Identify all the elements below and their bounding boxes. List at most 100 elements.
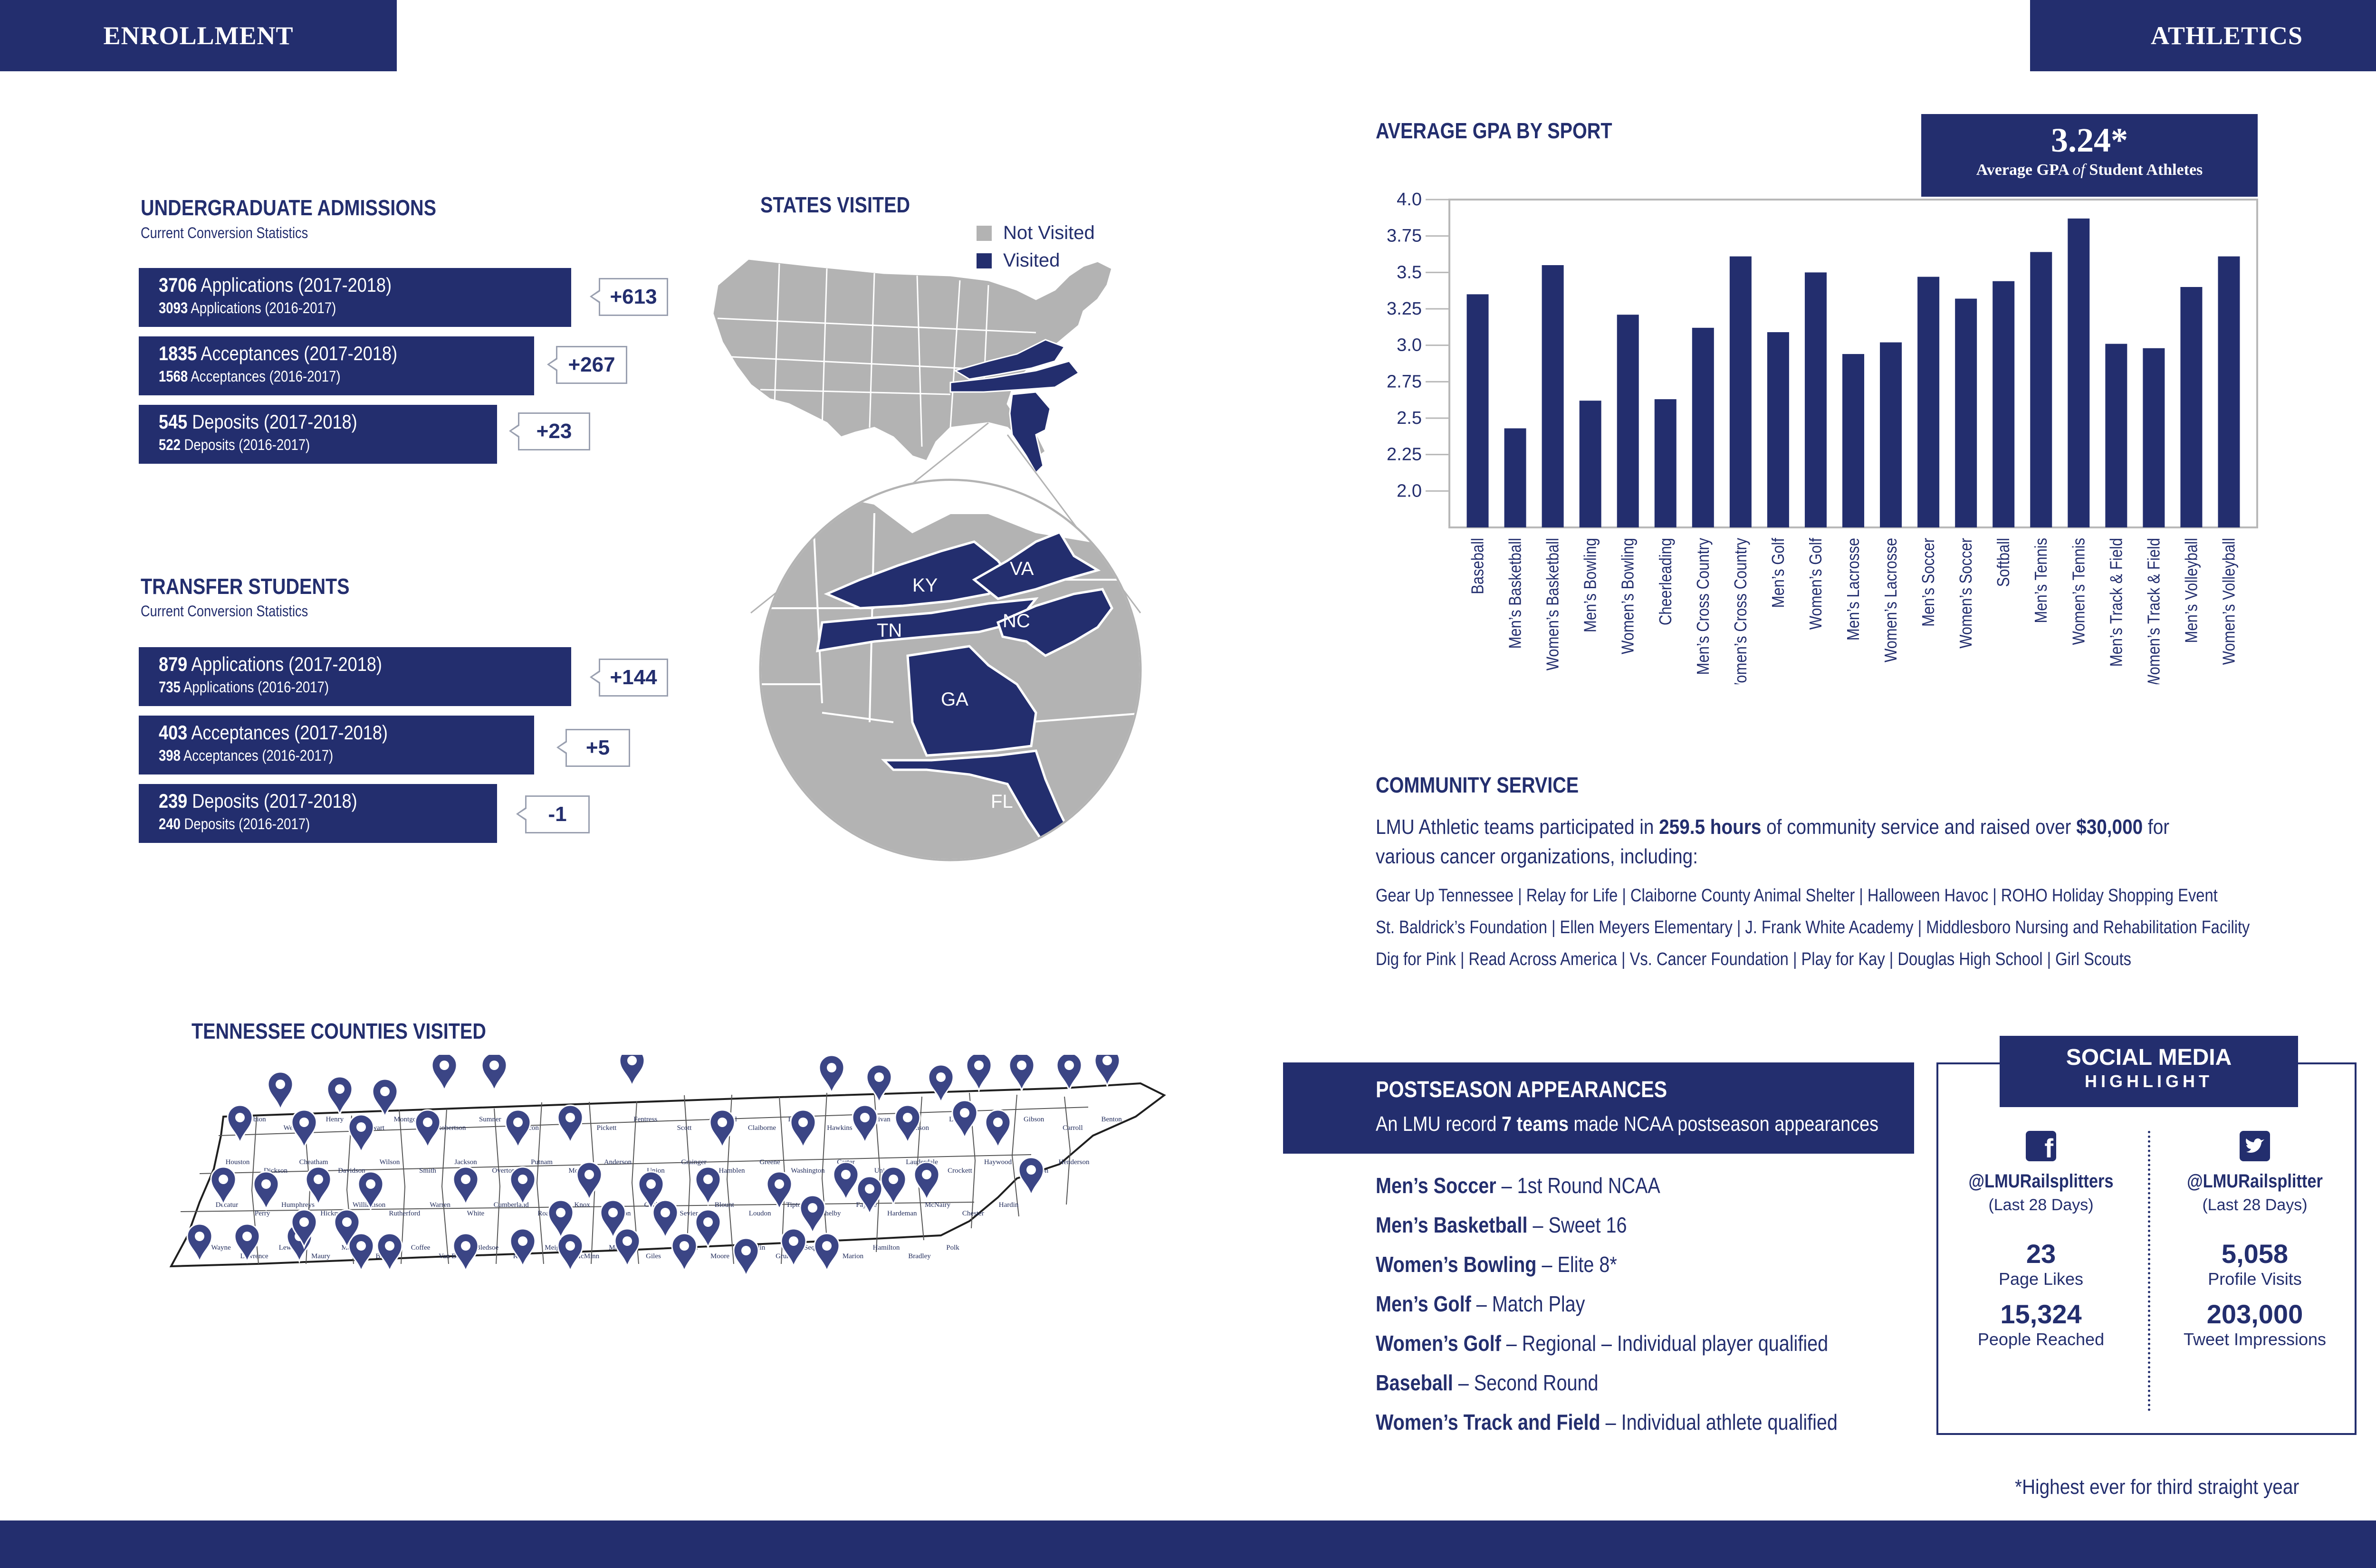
county-label: Hawkins <box>827 1124 852 1132</box>
pin-center <box>874 1072 884 1082</box>
stat-value: 879 <box>159 653 188 675</box>
bar <box>1880 342 1902 527</box>
map-pin-icon <box>452 1233 479 1273</box>
postseason-item: Women’s Golf – Regional – Individual pla… <box>1376 1330 1828 1356</box>
pin-center <box>380 1087 390 1096</box>
text-part: made NCAA postseason appearances <box>1573 1112 1879 1136</box>
bar <box>1466 294 1489 527</box>
pin-center <box>661 1208 670 1217</box>
bar <box>2218 256 2240 527</box>
county-label: Bledsoe <box>476 1244 499 1252</box>
map-pin-icon <box>671 1233 698 1273</box>
facebook-handle[interactable]: @LMURailsplitters <box>1968 1171 2114 1192</box>
stat-label: Deposits (2017-2018) <box>192 411 357 433</box>
twitter-icon[interactable] <box>2240 1131 2270 1161</box>
county-label: Moore <box>710 1252 729 1260</box>
bar <box>1767 332 1789 527</box>
pin-center <box>314 1175 323 1184</box>
prev-label: Deposits (2016-2017) <box>184 815 310 832</box>
pin-center <box>299 1217 309 1227</box>
pin-center <box>423 1118 432 1127</box>
legend-label: Not Visited <box>1003 222 1095 243</box>
pin-center <box>841 1170 851 1179</box>
map-pin-icon <box>818 1055 845 1095</box>
bar <box>1842 354 1864 527</box>
state-ky-va <box>953 339 1066 380</box>
prev-label: Deposits (2016-2017) <box>184 436 310 453</box>
x-tick-label: Women’s Lacrosse <box>1882 538 1901 662</box>
map-pin-icon <box>334 1209 360 1250</box>
county-label: Jackson <box>454 1158 477 1166</box>
x-tick-label: Men’s Tennis <box>2032 538 2051 623</box>
pin-center <box>518 1175 527 1184</box>
org-line: Dig for Pink | Read Across America | Vs.… <box>1376 949 2131 969</box>
county-label: Blount <box>715 1201 735 1209</box>
team-name: Women’s Track and Field <box>1376 1410 1600 1434</box>
x-tick-label: Men’s Cross Country <box>1694 538 1713 675</box>
footer-band <box>0 1520 2376 1568</box>
prev-label: Acceptances (2016-2017) <box>183 747 334 764</box>
county-label: Rutherford <box>389 1210 420 1217</box>
pin-center <box>276 1080 285 1089</box>
pin-center <box>366 1179 375 1189</box>
state-va <box>972 530 1101 600</box>
map-pin-icon <box>852 1104 878 1145</box>
legend-swatch-navy <box>977 253 992 268</box>
county-label: McNairy <box>925 1201 951 1209</box>
map-pin-icon <box>856 1176 883 1216</box>
x-tick-label: Women’s Bowling <box>1619 538 1638 654</box>
community-text: LMU Athletic teams participated in 259.5… <box>1376 813 2204 871</box>
map-pin-icon <box>557 1104 584 1145</box>
map-pin-icon <box>966 1055 992 1093</box>
map-pin-icon <box>227 1104 253 1145</box>
y-tick-label: 3.0 <box>1397 335 1422 355</box>
amount-value: $30,000 <box>2076 815 2143 839</box>
pin-center <box>822 1241 832 1251</box>
pin-center <box>789 1236 798 1246</box>
map-pin-icon <box>695 1209 721 1250</box>
pin-center <box>356 1122 366 1132</box>
pin-center <box>889 1175 898 1184</box>
prev-value: 735 <box>159 679 181 696</box>
label-part: of <box>2072 161 2085 179</box>
stat-value: 3706 <box>159 274 197 296</box>
pin-center <box>646 1179 656 1189</box>
result: – Match Play <box>1471 1291 1585 1316</box>
result: – Individual athlete qualified <box>1600 1410 1838 1434</box>
undergrad-title: UNDERGRADUATE ADMISSIONS <box>141 195 436 220</box>
pin-center <box>1102 1056 1112 1065</box>
twitter-handle[interactable]: @LMURailsplitter <box>2187 1171 2323 1192</box>
postseason-header: POSTSEASON APPEARANCES An LMU record 7 t… <box>1283 1062 1914 1154</box>
map-pin-icon <box>267 1071 294 1112</box>
bar <box>1654 399 1677 527</box>
map-pin-icon <box>880 1166 907 1207</box>
legend-swatch-gray <box>977 225 992 241</box>
facebook-icon[interactable]: f <box>2026 1131 2056 1163</box>
transfer-row-acceptances: 403 Acceptances (2017-2018) 398 Acceptan… <box>139 716 534 774</box>
pin-center <box>808 1203 817 1213</box>
pin-center <box>623 1236 632 1246</box>
map-pin-icon <box>1018 1157 1044 1197</box>
pin-center <box>608 1208 618 1217</box>
gpa-highlight-box: 3.24* Average GPA of Student Athletes <box>1921 114 2258 197</box>
team-name: Women’s Golf <box>1376 1331 1501 1356</box>
map-pin-icon <box>913 1161 940 1202</box>
transfer-subtitle: Current Conversion Statistics <box>141 602 308 620</box>
label-fl: FL <box>991 791 1013 812</box>
map-pin-icon <box>376 1233 403 1273</box>
map-pin-icon <box>1056 1055 1083 1093</box>
prev-label: Applications (2016-2017) <box>183 679 329 696</box>
stat-value: 403 <box>159 721 188 744</box>
map-pin-icon <box>372 1078 398 1119</box>
pin-center <box>680 1241 689 1251</box>
gpa-highlight-value: 3.24* <box>2051 121 2128 159</box>
x-tick-label: Men’s Track & Field <box>2107 538 2126 667</box>
prev-value: 240 <box>159 815 181 832</box>
change-callout: +267 <box>547 346 627 384</box>
text-part: of community service and raised over <box>1766 815 2071 839</box>
pin-center <box>440 1061 449 1070</box>
pin-center <box>775 1179 784 1189</box>
org-line: St. Baldrick’s Foundation | Ellen Meyers… <box>1376 918 2250 937</box>
county-label: Pickett <box>597 1124 617 1132</box>
map-pin-icon <box>186 1223 213 1264</box>
